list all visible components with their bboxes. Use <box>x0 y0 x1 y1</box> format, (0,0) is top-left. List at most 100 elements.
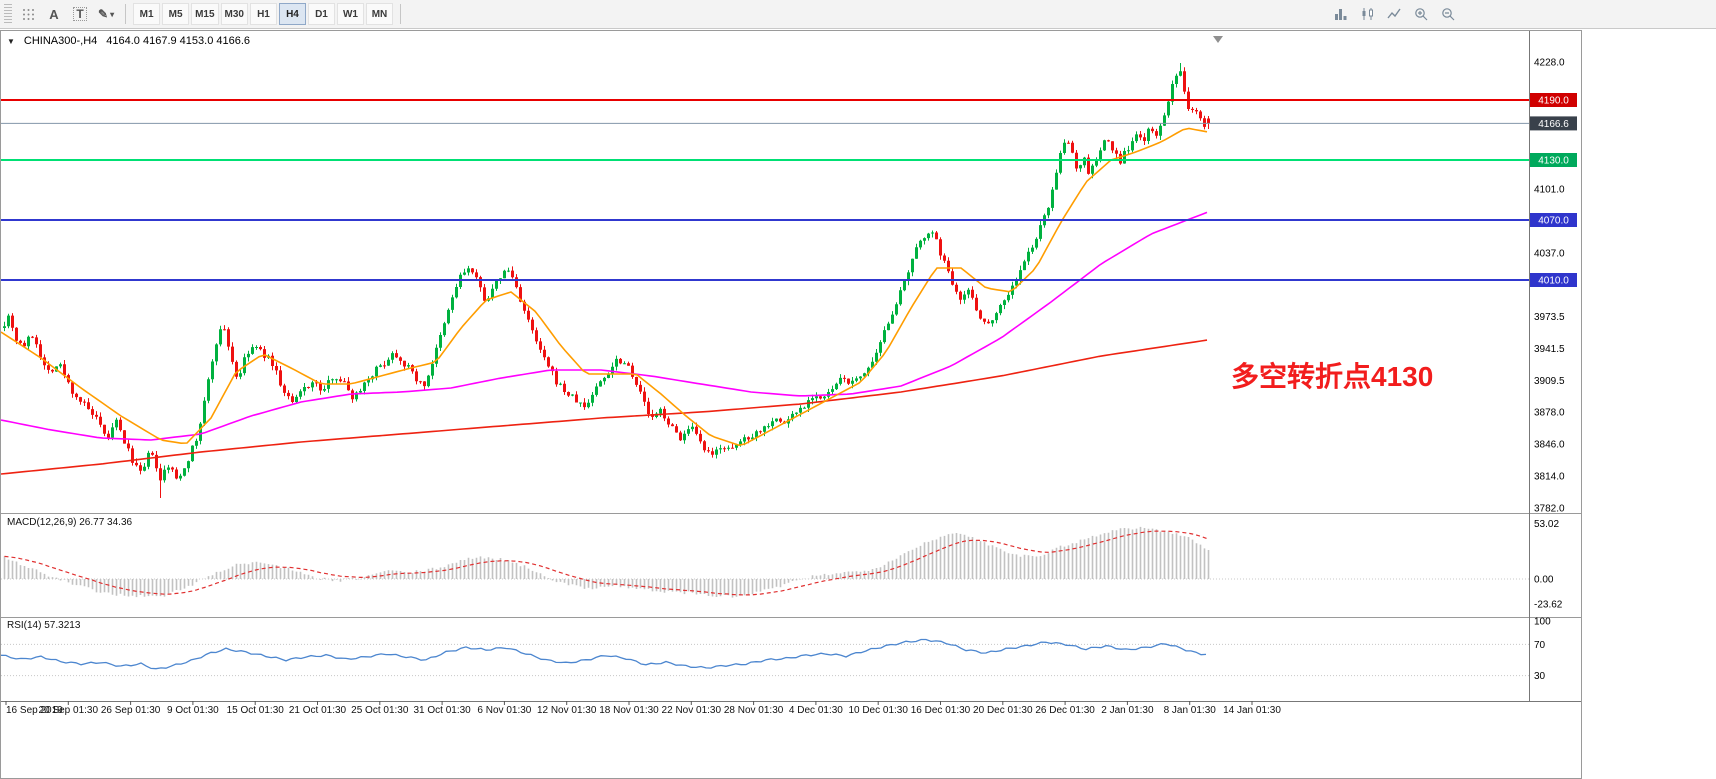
time-axis-label: 12 Nov 01:30 <box>537 705 597 716</box>
timeframe-button-h4[interactable]: H4 <box>278 3 306 25</box>
moving-averages-layer <box>1 127 1208 475</box>
time-axis-label: 26 Dec 01:30 <box>1035 705 1095 716</box>
timeframe-button-d1[interactable]: D1 <box>307 3 335 25</box>
zoom-in-icon <box>1414 7 1427 20</box>
price-axis-label: 3941.5 <box>1534 344 1565 355</box>
pencil-icon: ✎ <box>98 7 109 21</box>
macd-axis-label: -23.62 <box>1534 599 1563 610</box>
time-axis-label: 22 Nov 01:30 <box>662 705 722 716</box>
zoom-out-icon <box>1441 7 1454 20</box>
time-axis-label: 20 Sep 01:30 <box>39 705 99 716</box>
time-axis-label: 15 Oct 01:30 <box>227 705 285 716</box>
price-badge-text: 4166.6 <box>1538 119 1569 130</box>
macd-axis-label: 0.00 <box>1534 575 1554 586</box>
indicator-axis[interactable]: 53.02 0.00 -23.62 100 70 30 <box>1534 519 1563 682</box>
rsi-line <box>1 638 1207 670</box>
candlestick-chart-icon <box>1362 8 1373 20</box>
price-badge-4166.6 <box>1530 116 1577 131</box>
rsi-axis-label: 70 <box>1534 640 1546 651</box>
dot-grid-icon <box>22 8 34 20</box>
time-axis-label: 20 Dec 01:30 <box>973 705 1033 716</box>
dot-grid-tool-icon[interactable] <box>16 3 40 25</box>
macd-signal-line <box>4 530 1209 596</box>
panel-frame <box>1 31 1581 702</box>
line-chart-button[interactable] <box>1382 3 1406 25</box>
price-badge-text: 4070.0 <box>1538 216 1569 227</box>
time-axis-label: 31 Oct 01:30 <box>413 705 471 716</box>
timeframe-toolbar: M1 M5 M15 M30 H1 H4 D1 W1 MN <box>133 3 393 25</box>
zoom-in-button[interactable] <box>1409 3 1433 25</box>
time-axis-label: 21 Oct 01:30 <box>289 705 347 716</box>
price-axis-label: 4037.0 <box>1534 249 1565 260</box>
timeframe-button-m30[interactable]: M30 <box>220 3 248 25</box>
macd-layer <box>3 526 1210 598</box>
text-annotation-icon: A <box>49 6 59 22</box>
text-tool-icon: T <box>73 7 87 21</box>
price-badge-text: 4190.0 <box>1538 96 1569 107</box>
macd-label: MACD(12,26,9) 26.77 34.36 <box>7 517 133 528</box>
zoom-out-button[interactable] <box>1436 3 1460 25</box>
horizontal-level-lines[interactable] <box>1 99 1529 281</box>
time-axis-label: 2 Jan 01:30 <box>1101 705 1154 716</box>
timeframe-button-m1[interactable]: M1 <box>133 3 161 25</box>
timeframe-button-m5[interactable]: M5 <box>162 3 190 25</box>
time-axis-label: 4 Dec 01:30 <box>789 705 843 716</box>
time-axis-label: 16 Dec 01:30 <box>911 705 971 716</box>
macd-axis-label: 53.02 <box>1534 519 1559 530</box>
toolbar-drag-handle[interactable] <box>4 4 12 24</box>
time-axis-label: 16 Sep 2019 <box>6 705 63 716</box>
price-badge-4130.0 <box>1530 153 1577 167</box>
price-badge-text: 4130.0 <box>1538 156 1569 167</box>
candlestick-chart-button[interactable] <box>1355 3 1379 25</box>
ohlc-header: ▼ CHINA300-,H4 4164.0 4167.9 4153.0 4166… <box>7 35 250 47</box>
price-axis-label: 3814.0 <box>1534 472 1565 483</box>
price-axis-label: 3973.5 <box>1534 312 1565 323</box>
timeframe-button-w1[interactable]: W1 <box>336 3 364 25</box>
time-axis-label: 28 Nov 01:30 <box>724 705 784 716</box>
price-axis-label: 3782.0 <box>1534 504 1565 515</box>
timeframe-button-m15[interactable]: M15 <box>191 3 219 25</box>
ma-slow-line <box>1 339 1208 475</box>
time-axis-label: 9 Oct 01:30 <box>167 705 219 716</box>
rsi-axis-label: 100 <box>1534 617 1551 628</box>
price-axis[interactable]: 4228.0 4101.0 4037.0 3973.5 3941.5 3909.5 3878… <box>1530 58 1577 515</box>
toolbar-separator <box>125 4 127 24</box>
time-axis-label: 10 Dec 01:30 <box>848 705 908 716</box>
chart-window: 4228.0 4101.0 4037.0 3973.5 3941.5 3909.5 3878… <box>0 30 1582 779</box>
chevron-down-icon: ▾ <box>110 9 115 19</box>
ohlc-values: 4164.0 4167.9 4153.0 4166.6 <box>106 35 251 47</box>
price-badge-text: 4010.0 <box>1538 276 1569 287</box>
toolbar: A T ✎ ▾ M1 M5 M15 M30 H1 H4 D1 W1 MN <box>0 0 1716 29</box>
time-axis-label: 8 Jan 01:30 <box>1164 705 1217 716</box>
line-chart-icon <box>1386 8 1401 19</box>
ma-fast-line <box>1 127 1208 447</box>
price-badge-4190.0 <box>1530 93 1577 107</box>
ma-mid-line <box>1 211 1208 441</box>
text-tool-button[interactable]: T <box>68 3 92 25</box>
rsi-label: RSI(14) 57.3213 <box>7 620 81 631</box>
rsi-layer <box>1 638 1207 670</box>
chart-annotation: 多空转折点4130 <box>1231 361 1434 392</box>
price-badge-4070.0 <box>1530 213 1577 227</box>
toolbar-separator <box>399 4 401 24</box>
bar-chart-button[interactable] <box>1328 3 1352 25</box>
arrows-dropdown-button[interactable]: ✎ ▾ <box>94 3 118 25</box>
text-annotation-button[interactable]: A <box>42 3 66 25</box>
candles-layer <box>3 63 1210 498</box>
time-axis-label: 14 Jan 01:30 <box>1223 705 1281 716</box>
time-axis-label: 18 Nov 01:30 <box>599 705 659 716</box>
indicator-gridlines <box>1 578 1529 677</box>
collapse-triangle-icon[interactable]: ▼ <box>7 36 15 46</box>
rsi-axis-label: 30 <box>1534 671 1546 682</box>
timeframe-button-h1[interactable]: H1 <box>249 3 277 25</box>
price-axis-label: 3846.0 <box>1534 440 1565 451</box>
time-axis-label: 26 Sep 01:30 <box>101 705 161 716</box>
chart-tools-group <box>1328 3 1460 25</box>
timeframe-button-mn[interactable]: MN <box>365 3 393 25</box>
price-axis-label: 3878.0 <box>1534 408 1565 419</box>
time-axis-label: 25 Oct 01:30 <box>351 705 409 716</box>
price-axis-label: 3909.5 <box>1534 376 1565 387</box>
chart-canvas[interactable]: 4228.0 4101.0 4037.0 3973.5 3941.5 3909.5 3878… <box>1 31 1581 778</box>
